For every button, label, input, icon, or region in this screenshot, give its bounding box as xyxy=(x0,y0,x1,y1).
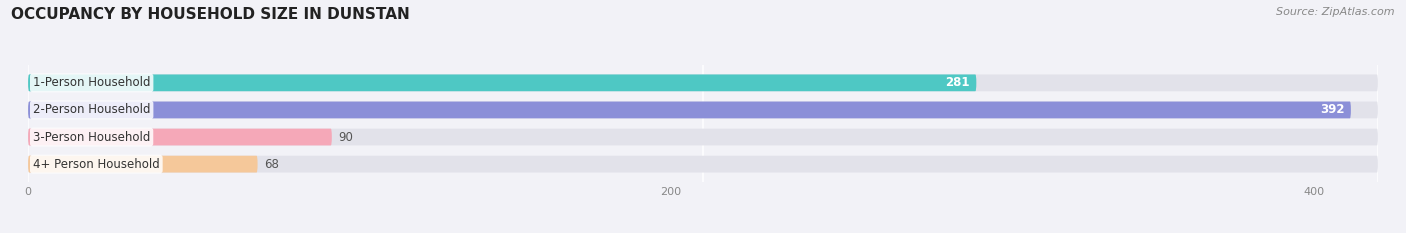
Text: 4+ Person Household: 4+ Person Household xyxy=(32,158,160,171)
Text: 90: 90 xyxy=(339,130,353,144)
FancyBboxPatch shape xyxy=(28,129,332,145)
Text: 68: 68 xyxy=(264,158,278,171)
Text: 281: 281 xyxy=(945,76,970,89)
Text: 392: 392 xyxy=(1320,103,1344,116)
Text: Source: ZipAtlas.com: Source: ZipAtlas.com xyxy=(1277,7,1395,17)
FancyBboxPatch shape xyxy=(28,102,1351,118)
Text: 1-Person Household: 1-Person Household xyxy=(32,76,150,89)
FancyBboxPatch shape xyxy=(28,102,1378,118)
Text: 3-Person Household: 3-Person Household xyxy=(32,130,150,144)
Text: OCCUPANCY BY HOUSEHOLD SIZE IN DUNSTAN: OCCUPANCY BY HOUSEHOLD SIZE IN DUNSTAN xyxy=(11,7,411,22)
FancyBboxPatch shape xyxy=(28,156,1378,172)
FancyBboxPatch shape xyxy=(28,75,976,91)
FancyBboxPatch shape xyxy=(28,156,257,172)
FancyBboxPatch shape xyxy=(28,129,1378,145)
Text: 2-Person Household: 2-Person Household xyxy=(32,103,150,116)
FancyBboxPatch shape xyxy=(28,75,1378,91)
